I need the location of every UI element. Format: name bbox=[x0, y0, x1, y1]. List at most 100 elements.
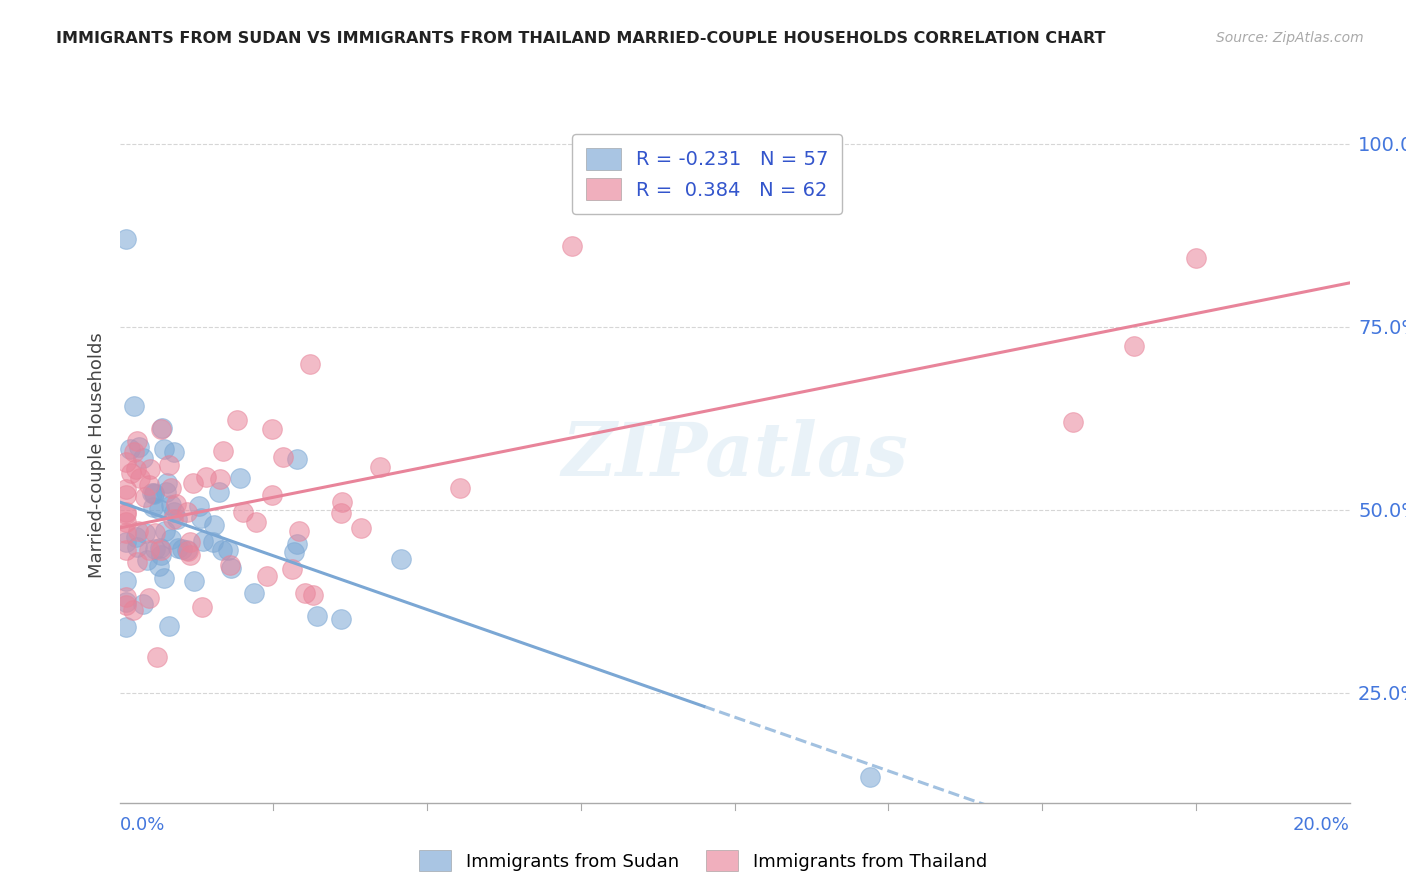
Point bbox=[202, 518, 225, 533]
Text: Source: ZipAtlas.com: Source: ZipAtlas.com bbox=[1216, 31, 1364, 45]
Point bbox=[155, 484, 177, 499]
Point bbox=[389, 552, 412, 566]
Point bbox=[368, 459, 391, 474]
Point bbox=[138, 543, 160, 558]
Point bbox=[128, 440, 150, 454]
Point bbox=[114, 507, 136, 521]
Point bbox=[114, 543, 136, 558]
Text: 0.0%: 0.0% bbox=[120, 816, 165, 834]
Point bbox=[125, 462, 148, 476]
Point bbox=[301, 588, 323, 602]
Point bbox=[288, 524, 311, 538]
Y-axis label: Married-couple Households: Married-couple Households bbox=[87, 332, 105, 578]
Point bbox=[153, 571, 176, 585]
Point bbox=[131, 597, 153, 611]
Point bbox=[124, 445, 146, 459]
Point bbox=[149, 422, 172, 436]
Point bbox=[120, 442, 142, 456]
Point bbox=[307, 609, 329, 624]
Point bbox=[136, 553, 159, 567]
Point bbox=[163, 444, 186, 458]
Point bbox=[125, 434, 148, 448]
Point bbox=[143, 541, 166, 556]
Point bbox=[280, 562, 302, 576]
Point bbox=[859, 770, 882, 784]
Point bbox=[134, 491, 156, 505]
Point bbox=[114, 595, 136, 609]
Point bbox=[149, 542, 172, 557]
Point bbox=[127, 541, 149, 555]
Point bbox=[294, 586, 316, 600]
Point bbox=[179, 534, 201, 549]
Point bbox=[256, 569, 278, 583]
Point bbox=[114, 232, 136, 246]
Point bbox=[142, 487, 165, 501]
Point bbox=[159, 458, 181, 473]
Point bbox=[114, 590, 136, 604]
Point bbox=[150, 421, 173, 435]
Point bbox=[148, 558, 170, 573]
Point bbox=[141, 486, 163, 500]
Legend: Immigrants from Sudan, Immigrants from Thailand: Immigrants from Sudan, Immigrants from T… bbox=[412, 843, 994, 879]
Point bbox=[114, 620, 136, 634]
Point bbox=[190, 511, 212, 525]
Point bbox=[193, 534, 215, 549]
Point bbox=[114, 488, 136, 502]
Point bbox=[145, 649, 167, 664]
Point bbox=[163, 505, 186, 519]
Point bbox=[172, 542, 194, 557]
Point bbox=[1062, 415, 1084, 429]
Point bbox=[283, 545, 305, 559]
Point bbox=[114, 574, 136, 589]
Point bbox=[349, 520, 371, 534]
Point bbox=[187, 500, 209, 514]
Point bbox=[125, 530, 148, 544]
Text: ZIPatlas: ZIPatlas bbox=[561, 418, 908, 491]
Point bbox=[202, 534, 225, 549]
Text: IMMIGRANTS FROM SUDAN VS IMMIGRANTS FROM THAILAND MARRIED-COUPLE HOUSEHOLDS CORR: IMMIGRANTS FROM SUDAN VS IMMIGRANTS FROM… bbox=[56, 31, 1105, 46]
Point bbox=[114, 534, 136, 549]
Point bbox=[183, 574, 205, 588]
Point bbox=[167, 541, 190, 555]
Point bbox=[142, 500, 165, 514]
Point bbox=[142, 486, 165, 500]
Point bbox=[114, 525, 136, 540]
Point bbox=[218, 558, 240, 572]
Point bbox=[115, 505, 138, 519]
Point bbox=[138, 478, 160, 492]
Point bbox=[177, 543, 200, 558]
Point bbox=[162, 512, 184, 526]
Point bbox=[208, 485, 231, 500]
Point bbox=[211, 443, 233, 458]
Point bbox=[1123, 339, 1146, 353]
Point bbox=[153, 442, 176, 456]
Point bbox=[134, 526, 156, 541]
Point bbox=[138, 591, 160, 605]
Point bbox=[285, 451, 308, 466]
Point bbox=[1185, 251, 1208, 265]
Point bbox=[159, 498, 181, 512]
Point bbox=[225, 413, 247, 427]
Point bbox=[121, 603, 143, 617]
Point bbox=[260, 488, 283, 502]
Legend: R = -0.231   N = 57, R =  0.384   N = 62: R = -0.231 N = 57, R = 0.384 N = 62 bbox=[572, 134, 842, 214]
Point bbox=[332, 495, 354, 509]
Point bbox=[120, 467, 142, 481]
Point bbox=[179, 548, 201, 562]
Text: 20.0%: 20.0% bbox=[1294, 816, 1350, 834]
Point bbox=[211, 543, 233, 558]
Point bbox=[122, 399, 145, 413]
Point bbox=[176, 505, 198, 519]
Point bbox=[139, 461, 162, 475]
Point bbox=[209, 473, 232, 487]
Point bbox=[449, 481, 471, 495]
Point bbox=[165, 497, 187, 511]
Point bbox=[149, 549, 172, 563]
Point bbox=[298, 357, 321, 371]
Point bbox=[329, 506, 352, 520]
Point bbox=[149, 541, 172, 556]
Point bbox=[228, 470, 250, 484]
Point bbox=[148, 502, 170, 516]
Point bbox=[114, 515, 136, 529]
Point bbox=[219, 561, 242, 575]
